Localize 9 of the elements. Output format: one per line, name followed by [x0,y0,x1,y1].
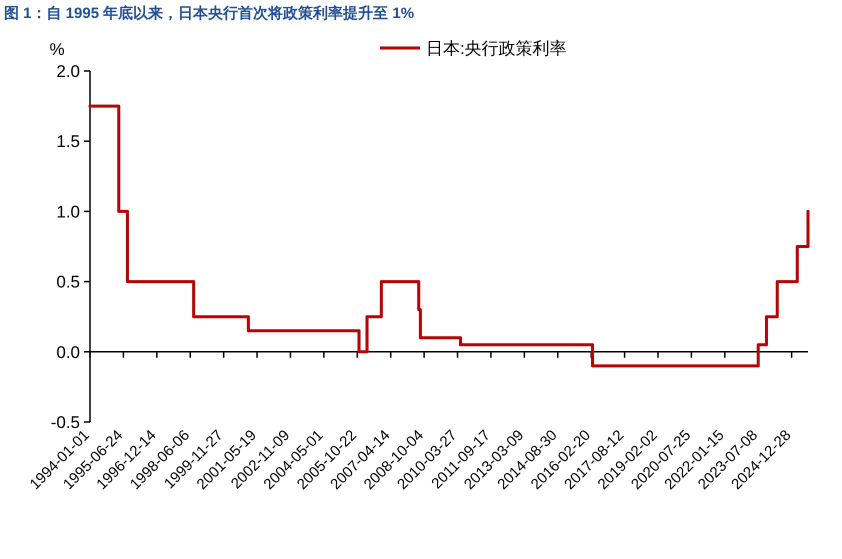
y-tick-label: 1.5 [56,132,80,152]
y-axis-title: % [49,40,65,59]
y-tick-label: 2.0 [56,62,80,81]
y-tick-label: 0.0 [56,342,80,362]
chart-title: 图 1：自 1995 年底以来，日本央行首次将政策利率提升至 1% [4,4,414,22]
legend-label: 日本:央行政策利率 [426,39,567,58]
y-tick-label: 1.0 [56,202,80,222]
y-tick-label: 0.5 [56,272,80,292]
y-tick-label: -0.5 [50,413,80,432]
